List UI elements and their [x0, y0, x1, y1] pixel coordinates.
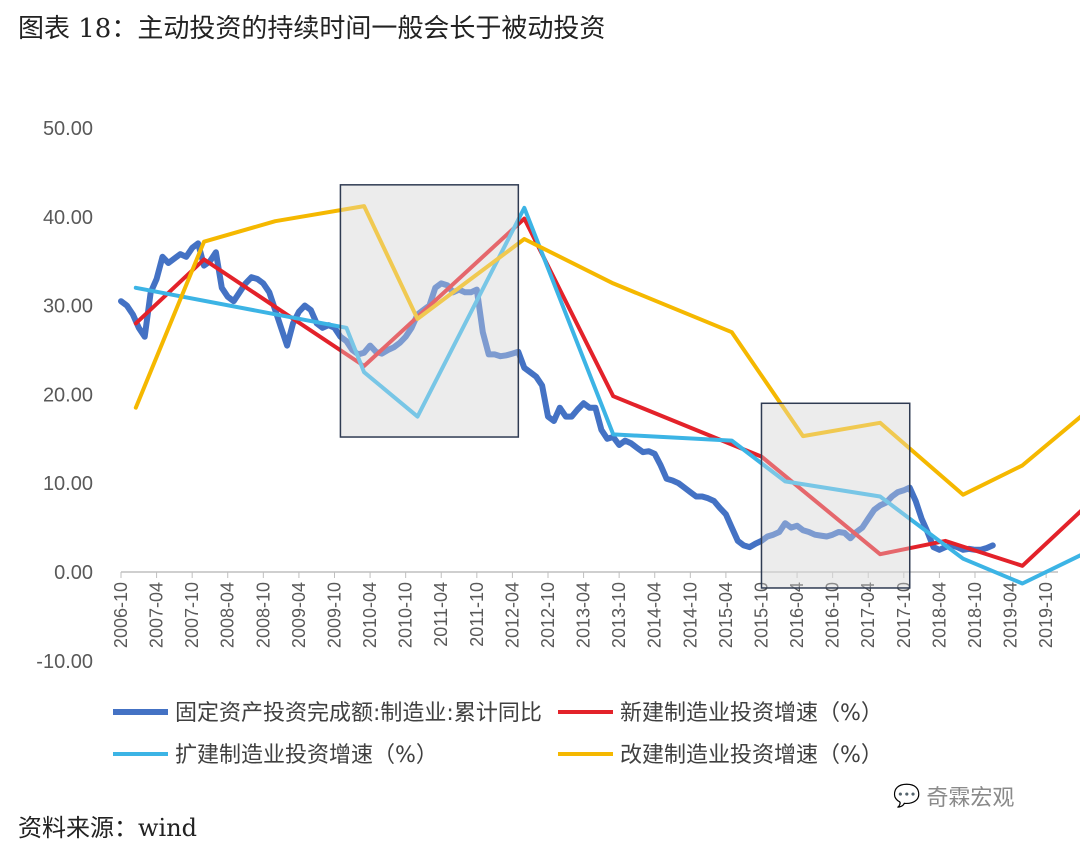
y-tick-label-0: 50.00 — [43, 118, 93, 140]
x-tick-label-5: 2009-04 — [289, 582, 309, 648]
x-tick-label-20: 2016-10 — [823, 582, 843, 648]
series-line-1 — [133, 216, 1080, 568]
x-tick-label-24: 2018-10 — [965, 582, 985, 648]
wechat-icon: 💬 — [893, 783, 921, 809]
page-title: 图表 18：主动投资的持续时间一般会长于被动投资 — [18, 14, 606, 44]
x-tick-label-23: 2018-04 — [929, 582, 949, 648]
y-tick-label-4: 10.00 — [43, 473, 93, 495]
y-tick-label-2: 30.00 — [43, 296, 93, 318]
highlight-box-1 — [760, 402, 911, 589]
x-tick-label-4: 2008-10 — [253, 582, 273, 648]
x-tick-label-18: 2015-10 — [751, 582, 771, 648]
x-tick-label-13: 2013-04 — [574, 582, 594, 648]
x-tick-label-25: 2019-04 — [1001, 582, 1021, 648]
series-line-0 — [118, 240, 996, 553]
x-tick-label-14: 2013-10 — [609, 582, 629, 648]
legend-label-0: 固定资产投资完成额:制造业:累计同比 — [175, 701, 542, 726]
x-tick-label-17: 2015-04 — [716, 582, 736, 648]
x-tick-label-21: 2017-04 — [858, 582, 878, 648]
x-tick-label-11: 2012-04 — [502, 582, 522, 648]
series-line-2 — [133, 205, 1080, 586]
axes: 50.00 40.00 30.00 20.00 10.00 0.00 -10.00 2006-… — [36, 118, 1058, 673]
x-tick-label-3: 2008-04 — [218, 582, 238, 648]
watermark-text: 奇霖宏观 — [926, 786, 1015, 811]
legend-label-1: 新建制造业投资增速（%） — [620, 701, 883, 726]
source-note: 资料来源：wind — [18, 814, 198, 842]
x-tick-label-9: 2011-04 — [431, 582, 451, 647]
x-tick-label-1: 2007-04 — [147, 582, 167, 648]
legend: 固定资产投资完成额:制造业:累计同比 新建制造业投资增速（%） 扩建制造业投资增速（… — [113, 701, 883, 768]
x-tick-label-6: 2009-10 — [324, 582, 344, 648]
legend-label-3: 改建制造业投资增速（%） — [620, 743, 883, 768]
x-tick-label-26: 2019-10 — [1036, 582, 1056, 648]
series-lines — [118, 204, 1080, 586]
watermark: 💬 奇霖宏观 — [893, 780, 1014, 812]
series-line-3 — [133, 204, 1080, 497]
x-tick-label-19: 2016-04 — [787, 582, 807, 648]
y-tick-label-5: 0.00 — [54, 562, 93, 584]
x-tick-label-16: 2014-10 — [680, 582, 700, 648]
y-tick-label-3: 20.00 — [43, 384, 93, 406]
y-tick-label-1: 40.00 — [43, 207, 93, 229]
x-tick-label-8: 2010-10 — [396, 582, 416, 648]
x-tick-label-7: 2010-04 — [360, 582, 380, 648]
x-tick-label-12: 2012-10 — [538, 582, 558, 648]
highlight-box-fill-1 — [761, 403, 910, 588]
x-tick-label-15: 2014-04 — [645, 582, 665, 648]
x-tick-label-0: 2006-10 — [111, 582, 131, 648]
x-tick-label-2: 2007-10 — [182, 582, 202, 648]
y-tick-label-6: -10.00 — [36, 651, 93, 673]
legend-label-2: 扩建制造业投资增速（%） — [175, 743, 438, 768]
x-tick-label-10: 2011-10 — [467, 582, 487, 647]
highlight-box-0 — [339, 184, 520, 438]
x-tick-label-22: 2017-10 — [894, 582, 914, 648]
